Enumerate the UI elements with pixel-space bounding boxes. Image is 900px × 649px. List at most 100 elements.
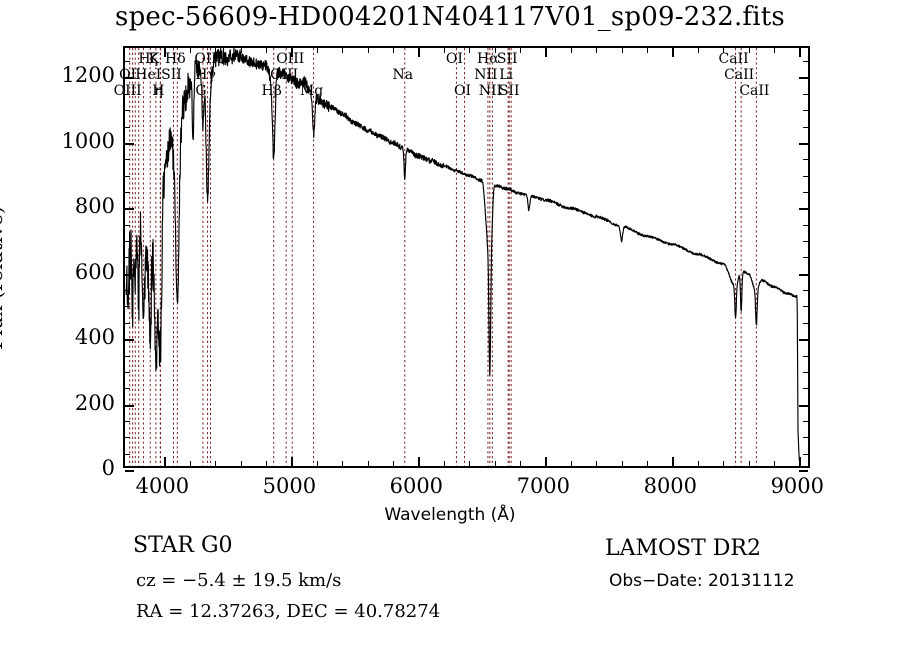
spectral-line-label: SII [496,51,518,67]
x-tick [291,457,294,466]
flux-curve [125,48,800,461]
y-axis-title: Flux (relative) [0,206,7,350]
y-tick [125,159,130,161]
plot-frame [123,46,810,472]
y-tick [125,191,130,193]
x-tick-top [392,48,394,53]
spectral-line-label: NII [474,67,498,83]
y-tick-label: 800 [74,194,115,219]
y-tick [125,453,130,455]
x-tick [215,461,217,466]
y-tick [125,388,130,390]
spectrum-trace [125,48,800,466]
observation-date-label: Obs−Date: 20131112 [609,571,795,591]
y-tick-right [799,273,808,276]
x-tick-top [570,48,572,53]
x-tick-top [596,48,598,53]
y-tick [125,290,130,292]
spectral-line-label: OI [119,67,137,83]
x-tick [418,457,421,466]
y-tick-label: 200 [74,390,115,415]
x-tick [621,461,623,466]
x-tick [265,461,267,466]
y-tick-right [803,437,808,439]
spectral-line-label: Mg [299,83,324,99]
x-tick [570,461,572,466]
x-tick [723,461,725,466]
x-tick-label: 6000 [389,474,444,498]
y-tick-right [799,339,808,342]
x-tick-top [519,48,521,53]
y-tick-right [803,175,808,177]
x-tick [596,461,598,466]
y-tick [125,61,130,63]
y-tick-right [803,159,808,161]
y-tick [125,241,130,242]
y-tick [125,142,134,145]
y-tick-right [799,142,808,145]
spectral-line-label: Hα [476,51,499,67]
x-tick-top [672,48,675,57]
x-tick [240,461,242,466]
x-tick-top [164,48,167,57]
redshift-velocity-label: cz = −5.4 ± 19.5 km/s [136,570,342,591]
y-tick-right [799,77,808,80]
y-tick [125,126,130,128]
spectral-line-label: Hζ [138,51,159,67]
x-tick [672,457,675,466]
y-tick-right [803,290,808,292]
spectral-line-label: OIII [276,51,305,67]
y-tick-right [803,371,808,373]
y-tick-right [803,355,808,357]
spectral-line-label: η [154,83,163,99]
y-tick [125,371,130,373]
spectral-line-label: OIII [270,67,299,83]
x-tick-top [723,48,725,53]
y-tick [125,420,130,422]
spectral-line-label: CaII [739,83,770,99]
spectral-line-label: CaII [724,67,755,83]
x-tick-top [240,48,242,53]
y-tick [125,404,134,407]
y-tick-label: 1200 [61,63,115,88]
spectral-line-label: Hβ [261,83,282,99]
spectral-line-label: CaII [718,51,749,67]
x-tick [316,461,318,466]
y-tick-label: 600 [74,259,115,284]
x-tick-label: 8000 [643,474,698,498]
y-tick-right [803,420,808,422]
x-tick-label: 4000 [135,474,190,498]
y-tick [125,470,134,472]
y-tick-right [803,241,808,242]
spectral-line-label: OI [454,83,472,99]
page-title: spec-56609-HD004201N404117V01_sp09-232.f… [115,2,785,32]
x-tick-top [291,48,294,57]
spectral-line-label: SII [498,83,520,99]
y-tick-right [803,93,808,95]
x-tick-top [697,48,699,53]
y-tick [125,355,130,357]
y-tick [125,224,130,226]
x-tick-top [748,48,750,53]
x-tick-top [469,48,471,53]
spectral-line-label: G [195,83,207,99]
spectral-line-label: OIII [113,83,142,99]
y-tick-right [803,388,808,390]
x-tick [443,461,445,466]
y-tick [125,208,134,211]
y-tick [125,339,134,342]
x-tick-label: 5000 [262,474,317,498]
spectral-line-label: Li [499,67,513,83]
y-tick-right [803,191,808,193]
x-tick-top [545,48,548,57]
spectral-line-label: OI [445,51,463,67]
x-tick-top [646,48,648,53]
spectrum-canvas [125,48,808,466]
spectral-line-label: OIII [194,51,223,67]
coordinates-label: RA = 12.37263, DEC = 40.78274 [136,601,441,622]
y-tick-right [799,404,808,407]
x-axis-title: Wavelength (Å) [384,505,516,525]
y-tick [125,93,130,95]
y-tick-right [803,257,808,259]
